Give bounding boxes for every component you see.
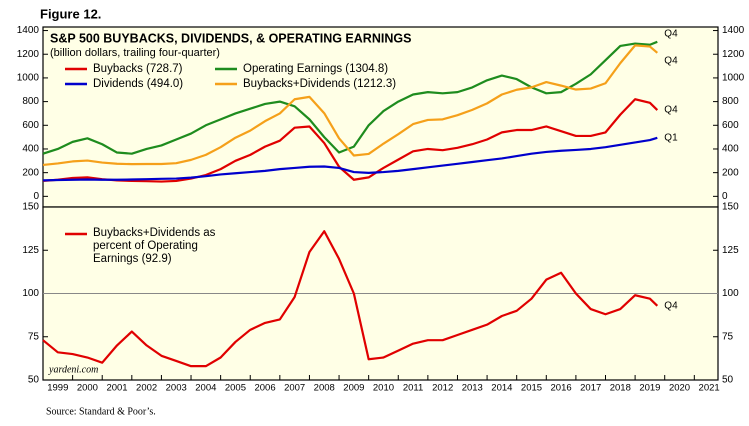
x-tick-label: 2007 bbox=[284, 383, 305, 394]
series-line bbox=[42, 98, 659, 183]
y-tick-label: 150 bbox=[22, 202, 39, 213]
legend-label: Buybacks+Dividends (1212.3) bbox=[243, 78, 396, 90]
y-tick-label: 800 bbox=[22, 96, 39, 107]
end-label: Q4 bbox=[664, 300, 678, 311]
end-label: Q4 bbox=[664, 28, 678, 39]
y-tick-label-right: 75 bbox=[722, 331, 734, 342]
y-tick-label-right: 100 bbox=[722, 288, 739, 299]
y-tick-label: 50 bbox=[28, 375, 40, 386]
x-tick-label: 2019 bbox=[639, 383, 660, 394]
series-line bbox=[42, 230, 659, 368]
y-tick-label: 1000 bbox=[17, 73, 40, 84]
plot-background bbox=[42, 26, 719, 208]
x-tick-label: 2000 bbox=[77, 383, 98, 394]
y-tick-label-right: 150 bbox=[722, 202, 739, 213]
end-label: Q1 bbox=[664, 132, 678, 143]
y-tick-label-right: 600 bbox=[722, 120, 739, 131]
y-tick-label: 75 bbox=[28, 331, 40, 342]
x-tick-label: 2001 bbox=[106, 383, 127, 394]
x-tick-label: 2009 bbox=[343, 383, 364, 394]
y-tick-label: 100 bbox=[22, 288, 39, 299]
x-tick-label: 2015 bbox=[521, 383, 542, 394]
source-note: Source: Standard & Poor’s. bbox=[46, 406, 156, 417]
y-tick-label-right: 400 bbox=[722, 144, 739, 155]
y-tick-label-right: 1400 bbox=[722, 25, 745, 36]
y-tick-label: 0 bbox=[33, 191, 39, 202]
y-tick-label-right: 200 bbox=[722, 167, 739, 178]
credit: yardeni.com bbox=[48, 364, 98, 375]
y-tick-label: 1400 bbox=[17, 25, 40, 36]
y-tick-label-right: 1000 bbox=[722, 73, 745, 84]
x-tick-label: 2008 bbox=[314, 383, 335, 394]
x-tick-label: 2010 bbox=[373, 383, 394, 394]
series-line bbox=[42, 136, 658, 182]
x-tick-label: 2017 bbox=[580, 383, 601, 394]
end-label: Q4 bbox=[664, 105, 678, 116]
x-tick-label: 2004 bbox=[195, 383, 216, 394]
x-tick-label: 2011 bbox=[403, 383, 423, 394]
legend-box: Buybacks+Dividends as percent of Operati… bbox=[93, 227, 216, 265]
x-tick-label: 1999 bbox=[47, 383, 68, 394]
x-tick-label: 2014 bbox=[491, 383, 512, 394]
legend-label: Buybacks (728.7) bbox=[93, 63, 183, 75]
y-tick-label: 200 bbox=[22, 167, 39, 178]
y-tick-label-right: 1200 bbox=[722, 49, 745, 60]
y-tick-label-right: 125 bbox=[722, 245, 739, 256]
x-tick-label: 2021 bbox=[699, 383, 720, 394]
y-tick-label: 400 bbox=[22, 144, 39, 155]
x-tick-label: 2018 bbox=[610, 383, 631, 394]
x-tick-label: 2012 bbox=[432, 383, 453, 394]
y-tick-label: 125 bbox=[22, 245, 39, 256]
x-tick-label: 2020 bbox=[669, 383, 690, 394]
x-tick-label: 2013 bbox=[462, 383, 483, 394]
end-label: Q4 bbox=[664, 55, 678, 66]
x-tick-label: 2006 bbox=[254, 383, 275, 394]
y-tick-label: 600 bbox=[22, 120, 39, 131]
series-line bbox=[42, 40, 658, 155]
chart-subtitle: (billion dollars, trailing four-quarter) bbox=[50, 47, 220, 59]
chart-title: S&P 500 BUYBACKS, DIVIDENDS, & OPERATING… bbox=[50, 31, 411, 45]
y-tick-label-right: 50 bbox=[722, 375, 734, 386]
figure-label: Figure 12. bbox=[40, 6, 101, 21]
y-tick-label: 1200 bbox=[17, 49, 40, 60]
legend-label: Operating Earnings (1304.8) bbox=[243, 63, 388, 75]
x-tick-label: 2003 bbox=[166, 383, 187, 394]
y-tick-label-right: 0 bbox=[722, 191, 728, 202]
legend-label: Buybacks+Dividends as percent of Operati… bbox=[93, 227, 216, 265]
y-tick-label-right: 800 bbox=[722, 96, 739, 107]
x-tick-label: 2002 bbox=[136, 383, 157, 394]
legend-label: Dividends (494.0) bbox=[93, 78, 183, 90]
plot-layer: 0 0 200 200 400 400 600 600 800 800 1000 1000 1200 12… bbox=[17, 25, 745, 393]
x-tick-label: 2016 bbox=[551, 383, 572, 394]
series-line bbox=[42, 44, 659, 167]
x-tick-label: 2005 bbox=[225, 383, 246, 394]
